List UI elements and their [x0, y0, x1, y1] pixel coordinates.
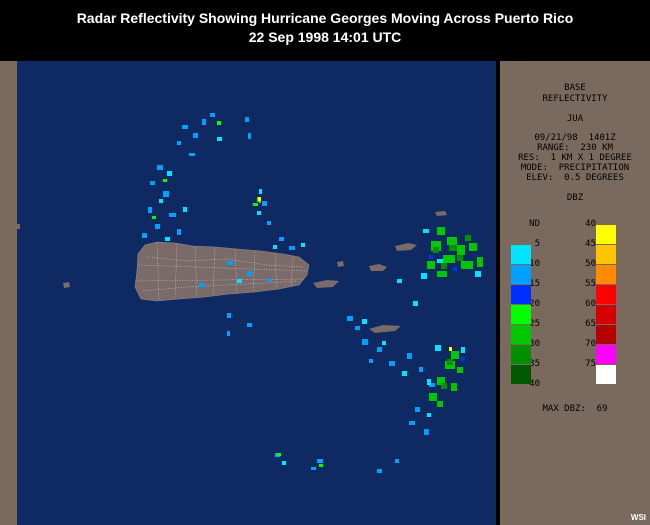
scan-resolution: RES: 1 KM X 1 DEGREE	[518, 153, 632, 163]
radar-map-svg	[17, 113, 483, 473]
legend-swatch	[511, 285, 531, 304]
info-panel: BASE REFLECTIVITY JUA 09/21/98 1401Z RAN…	[500, 61, 650, 525]
legend-swatch	[596, 325, 616, 344]
desecheo-island	[17, 224, 20, 229]
culebra-island	[337, 261, 344, 267]
legend-label: 35	[529, 359, 540, 369]
municipal-borders	[136, 242, 308, 300]
st-croix-island	[369, 325, 401, 333]
left-frame	[0, 61, 17, 525]
legend-swatch	[511, 265, 531, 284]
product-line2: REFLECTIVITY	[542, 94, 608, 104]
legend-label: 20	[529, 299, 540, 309]
panel-divider	[496, 61, 500, 525]
legend-label: 40	[585, 219, 596, 229]
scan-mode: MODE: PRECIPITATION	[520, 163, 630, 173]
legend-label: 50	[585, 259, 596, 269]
legend-swatch	[511, 345, 531, 364]
legend-swatch	[596, 345, 616, 364]
legend-swatch	[596, 245, 616, 264]
legend-label: 30	[529, 339, 540, 349]
scan-datetime: 09/21/98 1401Z	[534, 133, 616, 143]
image-timestamp: 22 Sep 1998 14:01 UTC	[248, 29, 402, 45]
tortola-island	[395, 243, 417, 251]
legend-swatch	[511, 305, 531, 324]
legend-label: ND	[529, 219, 540, 229]
scan-elevation: ELEV: 0.5 DEGREES	[526, 173, 624, 183]
legend-label: 75	[585, 359, 596, 369]
virgin-islands	[369, 264, 387, 271]
wsi-watermark: WSI	[630, 513, 646, 522]
station-id: JUA	[566, 114, 584, 124]
legend-label: 70	[585, 339, 596, 349]
title-bar: Radar Reflectivity Showing Hurricane Geo…	[0, 0, 650, 61]
legend-swatch	[596, 365, 616, 384]
legend-label: 55	[585, 279, 596, 289]
precipitation-echoes	[142, 113, 483, 473]
max-dbz: MAX DBZ: 69	[542, 404, 608, 414]
legend-label: 60	[585, 299, 596, 309]
legend-swatch	[596, 285, 616, 304]
legend-label: 5	[534, 239, 540, 249]
legend-label: 15	[529, 279, 540, 289]
radar-map	[17, 61, 496, 525]
scan-range: RANGE: 230 KM	[537, 143, 613, 153]
image-title: Radar Reflectivity Showing Hurricane Geo…	[76, 10, 574, 26]
legend-swatch	[511, 325, 531, 344]
legend-label: 25	[529, 319, 540, 329]
legend-units: DBZ	[566, 193, 584, 203]
product-line1: BASE	[564, 83, 586, 93]
legend-swatch	[596, 225, 616, 244]
mona-island	[63, 282, 70, 288]
puerto-rico-land	[134, 241, 310, 302]
legend-swatch	[596, 265, 616, 284]
anegada-island	[435, 211, 447, 216]
legend-label: 45	[585, 239, 596, 249]
legend-label: 40	[529, 379, 540, 389]
vieques-island	[313, 280, 339, 288]
legend-swatch	[596, 305, 616, 324]
legend-swatch	[511, 245, 531, 264]
legend-label: 65	[585, 319, 596, 329]
legend-label: 10	[529, 259, 540, 269]
legend-swatch	[511, 365, 531, 384]
